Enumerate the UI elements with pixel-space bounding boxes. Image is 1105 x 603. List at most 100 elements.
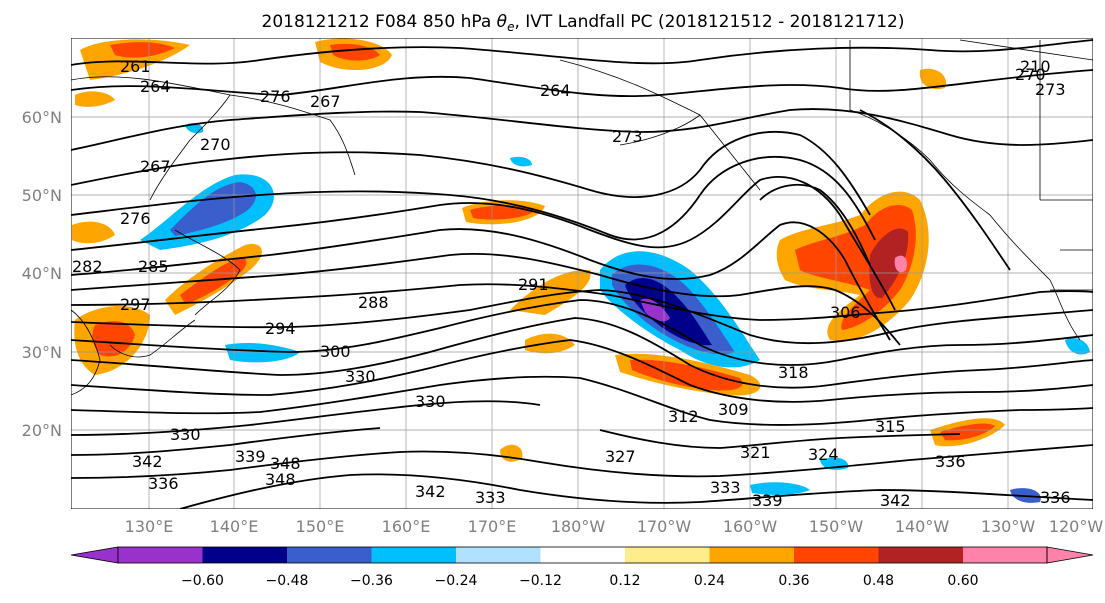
lon-tick-label: 170°W [637, 517, 692, 536]
contour-label: 276 [260, 87, 291, 106]
lon-tick-label: 130°E [125, 517, 174, 536]
contour-label: 264 [140, 77, 171, 96]
contour-label: 330 [415, 392, 446, 411]
anomaly-patch [750, 482, 810, 495]
coastlines [71, 39, 1093, 396]
contour-label: 297 [120, 295, 151, 314]
contour-label: 273 [612, 127, 643, 146]
colorbar-tick-label: 0.36 [778, 573, 809, 589]
lon-tick-label: 160°W [723, 517, 778, 536]
contour-label: 348 [265, 470, 296, 489]
colorbar-tick-label: −0.60 [181, 573, 224, 589]
gridlines [71, 38, 1093, 509]
colorbar-bin [709, 547, 794, 563]
anomaly-patch [640, 298, 670, 322]
colorbar-tick-label: −0.36 [350, 573, 393, 589]
contour-line [71, 283, 1093, 321]
colorbar-bin [118, 547, 203, 563]
contour-label: 321 [740, 443, 771, 462]
contour-label: 276 [120, 209, 151, 228]
latitude-axis: 60°N 50°N 40°N 30°N 20°N [22, 108, 62, 440]
contour-line [71, 444, 1093, 479]
contour-line [71, 39, 1093, 66]
contour-label: 309 [718, 400, 749, 419]
contour-label: 342 [415, 482, 446, 501]
contour-line [71, 317, 1093, 389]
colorbar-extend-max [1046, 546, 1094, 564]
contour-label: 336 [1040, 488, 1071, 507]
contour-label: 324 [808, 445, 839, 464]
contour-line [71, 221, 891, 341]
anomaly-patch [919, 68, 946, 90]
contour-label: 267 [310, 92, 341, 111]
contour-label: 336 [148, 474, 179, 493]
plot-area: 261 264 267 264 276 270 273 210 267 270 … [71, 38, 1093, 509]
contour-label: 264 [540, 81, 571, 100]
contour-line [71, 156, 876, 241]
colorbar-extend-min [70, 546, 119, 564]
anomaly-patch [75, 91, 115, 107]
contour-label: 294 [265, 319, 296, 338]
contour-label: 267 [140, 157, 171, 176]
contour-label: 300 [320, 342, 351, 361]
contour-label: 327 [605, 447, 636, 466]
colorbar-bin [794, 547, 879, 563]
colorbar: −0.60 −0.48 −0.36 −0.24 −0.12 0.12 0.24 … [70, 546, 1094, 589]
contour-label: 261 [120, 57, 151, 76]
contour-line [859, 109, 1011, 271]
lon-tick-label: 150°W [809, 517, 864, 536]
anomaly-patch [510, 269, 591, 315]
anomaly-patch [625, 278, 712, 346]
lon-tick-label: 150°E [296, 517, 345, 536]
anomaly-patch [72, 221, 115, 244]
lon-tick-label: 120°W [1049, 517, 1104, 536]
lon-tick-label: 140°W [895, 517, 950, 536]
anomaly-patch [110, 42, 175, 58]
lon-tick-label: 170°E [468, 517, 517, 536]
contour-label: 288 [358, 293, 389, 312]
contour-label: 285 [138, 257, 169, 276]
contour-line [71, 375, 1093, 426]
contour-label: 330 [170, 425, 201, 444]
colorbar-tick-label: −0.12 [519, 573, 562, 589]
colorbar-tick-label: 0.48 [863, 573, 894, 589]
lat-tick-label: 30°N [22, 343, 62, 362]
contour-label: 315 [875, 417, 906, 436]
anomaly-patch [170, 182, 256, 236]
colorbar-tick-label: −0.48 [266, 573, 309, 589]
colorbar-tick-label: −0.24 [435, 573, 478, 589]
anomaly-patch [510, 156, 532, 167]
contour-line [179, 473, 1093, 509]
contour-label: 333 [710, 478, 741, 497]
contour-label: 342 [132, 452, 163, 471]
anomaly-patch [894, 255, 908, 273]
contour-line [71, 176, 896, 311]
contour-line [71, 289, 1093, 345]
contour-label: 318 [778, 363, 809, 382]
colorbar-bin [878, 547, 963, 563]
contour-line [759, 183, 871, 266]
lat-tick-label: 60°N [22, 108, 62, 127]
contour-label: 291 [518, 275, 549, 294]
contour-line [71, 252, 901, 346]
contour-label: 348 [270, 454, 301, 473]
anomaly-patch [225, 342, 300, 363]
colorbar-bin [963, 547, 1047, 563]
contour-labels: 261 264 267 264 276 270 273 210 267 270 … [72, 57, 1071, 509]
colorbar-tick-label: 0.12 [609, 573, 640, 589]
map-title: 2018121212 F084 850 hPa θe, IVT Landfall… [262, 12, 905, 34]
contour-line [71, 427, 381, 456]
lon-tick-label: 180°W [551, 517, 606, 536]
contour-line [71, 108, 1093, 151]
longitude-axis: 130°E 140°E 150°E 160°E 170°E 180°W 170°… [125, 517, 1104, 536]
contour-label: 333 [475, 488, 506, 507]
contour-label: 339 [235, 447, 266, 466]
colorbar-bin [371, 547, 456, 563]
colorbar-bin [625, 547, 710, 563]
lat-tick-label: 40°N [22, 264, 62, 283]
contour-line [71, 131, 871, 216]
contour-label: 312 [668, 407, 699, 426]
anomaly-patch [630, 359, 743, 391]
contour-line [71, 69, 1093, 98]
